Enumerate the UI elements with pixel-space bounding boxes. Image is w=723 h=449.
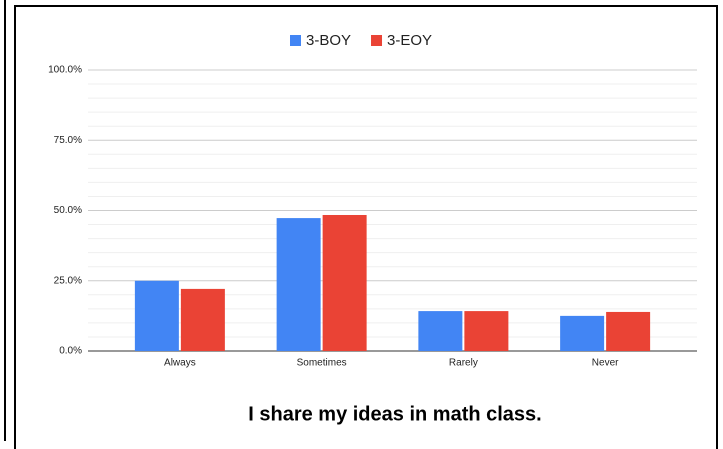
legend-label: 3-BOY (306, 32, 351, 49)
bar (276, 218, 321, 351)
x-tick-label: Sometimes (297, 358, 347, 369)
bar (560, 315, 605, 351)
x-tick-label: Never (592, 358, 619, 369)
y-tick-label: 100.0% (48, 65, 82, 76)
x-tick-label: Always (164, 358, 196, 369)
chart-title: I share my ideas in math class. (248, 403, 541, 425)
legend-swatch (371, 35, 383, 46)
frame (14, 5, 718, 449)
y-tick-label: 25.0% (54, 275, 82, 286)
bar (322, 214, 367, 351)
y-tick-label: 75.0% (54, 135, 82, 146)
x-tick-label: Rarely (449, 358, 478, 369)
bar (180, 288, 225, 351)
bar (606, 311, 651, 351)
legend-swatch (290, 35, 301, 46)
y-tick-label: 0.0% (59, 346, 82, 357)
y-tick-label: 50.0% (54, 205, 82, 216)
legend-label: 3-EOY (387, 32, 432, 49)
bar (418, 311, 463, 351)
bar (464, 311, 509, 351)
bar (134, 280, 179, 351)
